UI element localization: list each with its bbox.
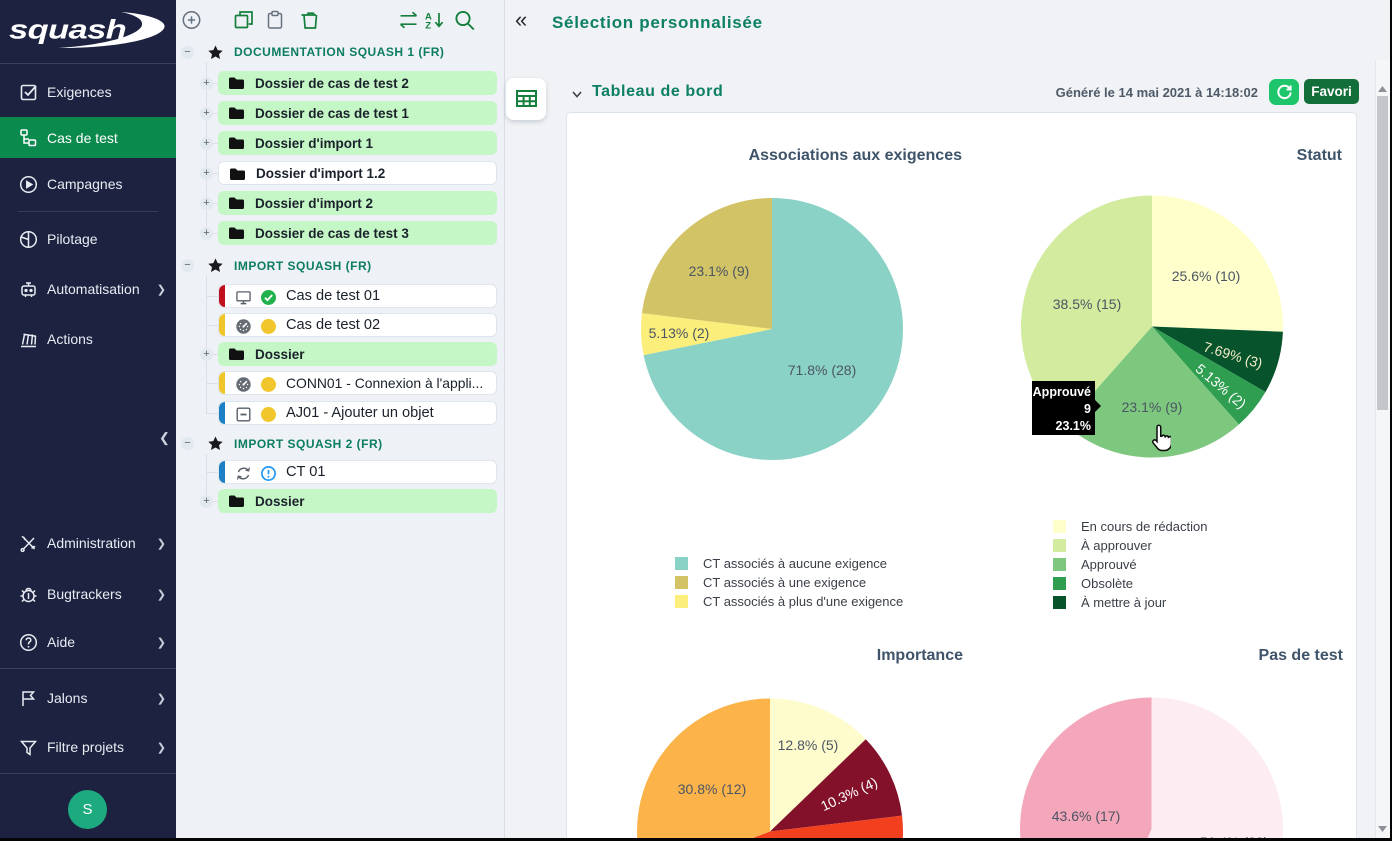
svg-text:30.8% (12): 30.8% (12) [678,781,746,797]
svg-text:5.13% (2): 5.13% (2) [649,325,710,341]
svg-text:A: A [425,12,432,23]
svg-text:71.8% (28): 71.8% (28) [788,362,856,378]
svg-text:43.6% (17): 43.6% (17) [1052,808,1120,824]
svg-text:12.8% (5): 12.8% (5) [778,737,839,753]
svg-text:23.1% (9): 23.1% (9) [689,263,750,279]
svg-text:25.6% (10): 25.6% (10) [1172,268,1240,284]
svg-text:Z: Z [425,21,431,32]
svg-text:38.5% (15): 38.5% (15) [1053,296,1121,312]
svg-text:squash: squash [9,14,126,44]
svg-text:23.1% (9): 23.1% (9) [1122,399,1183,415]
svg-text:56.4% (22): 56.4% (22) [1200,834,1268,841]
